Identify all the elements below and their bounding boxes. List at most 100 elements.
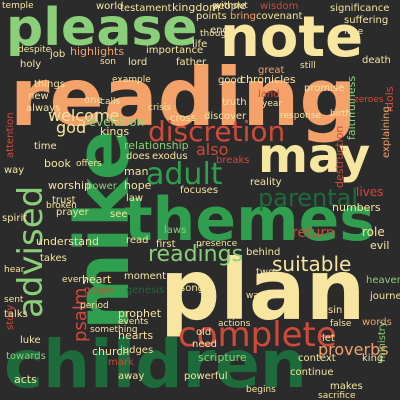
word-good: good	[218, 75, 243, 86]
word-does: does	[126, 151, 150, 162]
word-read: read	[126, 235, 149, 246]
word-church: church	[92, 345, 130, 358]
word-first: first	[156, 239, 176, 250]
word-revelation: revelation	[84, 115, 145, 129]
word-king: king	[362, 353, 384, 364]
word-example: example	[112, 75, 151, 85]
word-always: always	[26, 103, 61, 114]
word-lord: lord	[128, 57, 148, 68]
word-presence: presence	[196, 239, 238, 249]
word-chronicles: chronicles	[240, 73, 296, 86]
word-may: may	[258, 128, 371, 184]
word-hope: hope	[124, 179, 152, 192]
word-crisis: crisis	[148, 103, 172, 113]
word-makes: makes	[330, 381, 363, 392]
word-bring: bring	[230, 11, 256, 22]
word-welcome: welcome	[48, 106, 120, 125]
word-towards: towards	[6, 351, 46, 362]
word-new: new	[28, 91, 49, 102]
word-relationship: relationship	[124, 139, 189, 152]
word-return: return	[292, 225, 335, 241]
word-spirit: spirit	[2, 213, 28, 224]
word-truth: truth	[222, 97, 247, 108]
word-offers: offers	[76, 159, 102, 169]
word-please: please	[6, 0, 198, 58]
word-prophet: prophet	[118, 307, 162, 320]
word-behind: behind	[246, 247, 281, 258]
word-evil: evil	[370, 239, 390, 252]
word-importance: importance	[146, 45, 204, 56]
word-power: power	[86, 181, 117, 192]
word-mark: mark	[108, 357, 134, 368]
word-land: land	[258, 89, 280, 100]
word-wants: wants	[246, 291, 273, 301]
word-moment: moment	[124, 271, 167, 282]
word-plan: plan	[160, 241, 366, 339]
word-wisdom: wisdom	[260, 1, 299, 12]
word-trust: trust	[52, 195, 76, 206]
word-reality: reality	[250, 177, 282, 188]
word-points: points	[196, 11, 227, 22]
word-parental: parental	[258, 184, 359, 212]
word-numbers: numbers	[332, 201, 381, 214]
word-judges: judges	[120, 345, 154, 356]
word-faithfulness: faithfulness	[345, 75, 358, 140]
word-great: great	[258, 65, 285, 76]
word-destruction: destruction	[333, 125, 346, 188]
word-something: something	[90, 325, 138, 335]
word-powerful: powerful	[184, 371, 228, 382]
word-adult: adult	[146, 157, 223, 192]
word-god: god	[56, 118, 87, 137]
word-continue: continue	[290, 367, 334, 378]
word-context: context	[298, 353, 336, 364]
word-way: way	[4, 165, 25, 176]
word-things: things	[34, 79, 65, 90]
word-need: need	[192, 339, 217, 350]
word-man: man	[124, 165, 149, 178]
word-still: still	[300, 61, 316, 71]
word-birth: birth	[330, 109, 352, 119]
word-let: let	[322, 333, 335, 344]
word-significance: significance	[330, 3, 390, 14]
word-promise: promise	[304, 83, 345, 94]
word-words: words	[362, 317, 392, 328]
word-world: world	[96, 1, 124, 12]
word-cross: cross	[170, 113, 196, 124]
word-two: two	[256, 267, 275, 278]
word-away: away	[118, 371, 145, 382]
word-talks: talks	[4, 309, 28, 320]
word-song: song	[180, 283, 205, 294]
word-job: job	[50, 49, 66, 60]
word-complete: complete	[178, 315, 337, 355]
word-luke: luke	[20, 335, 41, 346]
word-covenant: covenant	[256, 11, 303, 22]
word-discover: discover	[204, 111, 247, 122]
word-kingdom: kingdom	[172, 1, 220, 14]
word-focuses: focuses	[180, 185, 219, 196]
word-despite: despite	[18, 45, 52, 55]
word-holy: holy	[20, 59, 42, 70]
word-gospel: gospel	[84, 285, 117, 296]
word-sacrifice: sacrifice	[318, 391, 356, 400]
word-death: death	[362, 55, 391, 66]
word-themes: themes	[124, 185, 376, 255]
word-see: see	[110, 209, 128, 220]
word-period: period	[80, 301, 109, 311]
word-note: note	[220, 5, 364, 70]
word-understand: understand	[36, 235, 99, 248]
word-highlights: highlights	[70, 45, 125, 58]
word-without: without	[214, 1, 248, 11]
word-kings: kings	[100, 125, 130, 138]
word-end: end	[210, 25, 229, 36]
word-discretion: discretion	[148, 115, 286, 148]
word-hear: hear	[4, 265, 25, 275]
word-acts: acts	[14, 373, 37, 386]
word-life: life	[192, 39, 208, 50]
word-actions: actions	[218, 319, 251, 329]
word-broken: broken	[46, 201, 77, 211]
word-false: false	[330, 319, 352, 329]
word-begins: begins	[246, 385, 276, 395]
word-son: son	[100, 57, 116, 67]
word-attention: attention	[5, 112, 16, 158]
